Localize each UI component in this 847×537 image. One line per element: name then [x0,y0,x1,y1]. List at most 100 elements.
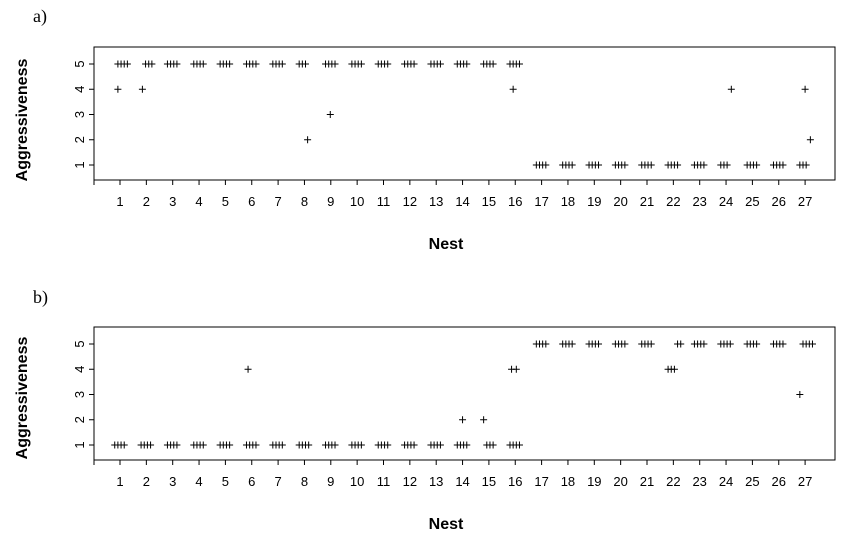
data-point [463,60,471,68]
y-tick-label: 2 [72,136,87,143]
x-tick-label: 19 [587,194,601,209]
x-axis-title: Nest [429,236,464,253]
data-point [670,365,678,373]
y-tick-label: 1 [72,161,87,168]
data-point [674,161,682,169]
panel-a: a) Nest Aggressiveness 1 2 3 4 5 6 7 8 9 10 11 12 13… [14,6,836,253]
data-point [173,441,181,449]
data-point [647,161,655,169]
y-tick-label: 3 [72,391,87,398]
x-tick-label: 10 [350,474,364,489]
x-tick-label: 4 [195,474,202,489]
x-tick-label: 5 [222,194,229,209]
x-tick-label: 1 [116,474,123,489]
data-point [147,441,155,449]
data-point [806,136,814,144]
x-tick-label: 21 [640,194,654,209]
x-tick-label: 15 [482,194,496,209]
x-tick-label: 2 [143,474,150,489]
x-tick-label: 14 [455,194,469,209]
data-point [123,60,131,68]
data-point [677,340,685,348]
y-tick-label: 1 [72,441,87,448]
x-tick-label: 27 [798,194,812,209]
x-tick-label: 26 [772,474,786,489]
x-tick-label: 17 [534,194,548,209]
x-tick-label: 24 [719,194,733,209]
x-tick-label: 22 [666,194,680,209]
x-tick-label: 13 [429,474,443,489]
data-point [326,111,334,118]
x-tick-label: 5 [222,474,229,489]
plot-frame [93,46,836,181]
data-point [727,85,735,93]
x-tick-label: 27 [798,474,812,489]
y-axis: 1 2 3 4 5 [72,340,94,449]
y-tick-label: 4 [72,366,87,373]
data-point [726,340,734,348]
data-point [305,441,313,449]
data-point [331,441,339,449]
panel-b: b) Nest Aggressiveness 1 2 3 4 5 6 7 8 9 10 11 12 13… [14,287,836,533]
data-point [515,60,523,68]
y-tick-label: 4 [72,86,87,93]
x-tick-label: 12 [403,194,417,209]
data-point [173,60,181,68]
data-point [700,161,708,169]
x-tick-label: 6 [248,474,255,489]
x-tick-label: 18 [561,194,575,209]
x-tick-label: 20 [613,474,627,489]
x-tick-label: 8 [301,194,308,209]
y-tick-label: 5 [72,340,87,347]
data-point [509,85,517,93]
data-point [568,161,576,169]
data-point [120,441,128,449]
x-axis: 1 2 3 4 5 6 7 8 9 10 11 12 13 14 15 16 17 18 19 20 21 22 23 24 2… [93,460,812,489]
data-point [512,365,520,373]
data-point [252,60,260,68]
panel-label: b) [33,287,48,308]
y-axis-title: Aggressiveness [14,59,31,182]
x-axis-title: Nest [429,516,464,533]
plot-frame [93,326,836,461]
data-point [331,60,339,68]
panel-label: a) [33,6,47,27]
y-axis-title: Aggressiveness [14,337,31,460]
data-point [436,60,444,68]
data-point [226,60,234,68]
data-point [542,161,550,169]
data-point [278,60,286,68]
x-tick-label: 17 [534,474,548,489]
data-point [304,136,312,144]
x-tick-label: 2 [143,194,150,209]
x-tick-label: 23 [692,474,706,489]
x-tick-label: 14 [455,474,469,489]
x-tick-label: 21 [640,474,654,489]
x-tick-label: 10 [350,194,364,209]
x-tick-label: 26 [772,194,786,209]
x-tick-label: 13 [429,194,443,209]
data-point [779,340,787,348]
x-tick-label: 7 [274,474,281,489]
data-point [114,85,122,93]
y-axis: 1 2 3 4 5 [72,60,94,169]
data-point [244,365,252,373]
x-tick-label: 12 [403,474,417,489]
x-tick-label: 22 [666,474,680,489]
x-tick-label: 7 [274,194,281,209]
data-point [252,441,260,449]
data-point [436,441,444,449]
y-tick-label: 3 [72,111,87,118]
data-points [111,340,816,449]
x-tick-label: 3 [169,474,176,489]
data-point [410,441,418,449]
data-point [621,340,629,348]
x-tick-label: 25 [745,474,759,489]
data-point [489,60,497,68]
data-point [753,161,761,169]
y-tick-label: 5 [72,60,87,67]
x-tick-label: 23 [692,194,706,209]
x-tick-label: 19 [587,474,601,489]
x-tick-label: 3 [169,194,176,209]
